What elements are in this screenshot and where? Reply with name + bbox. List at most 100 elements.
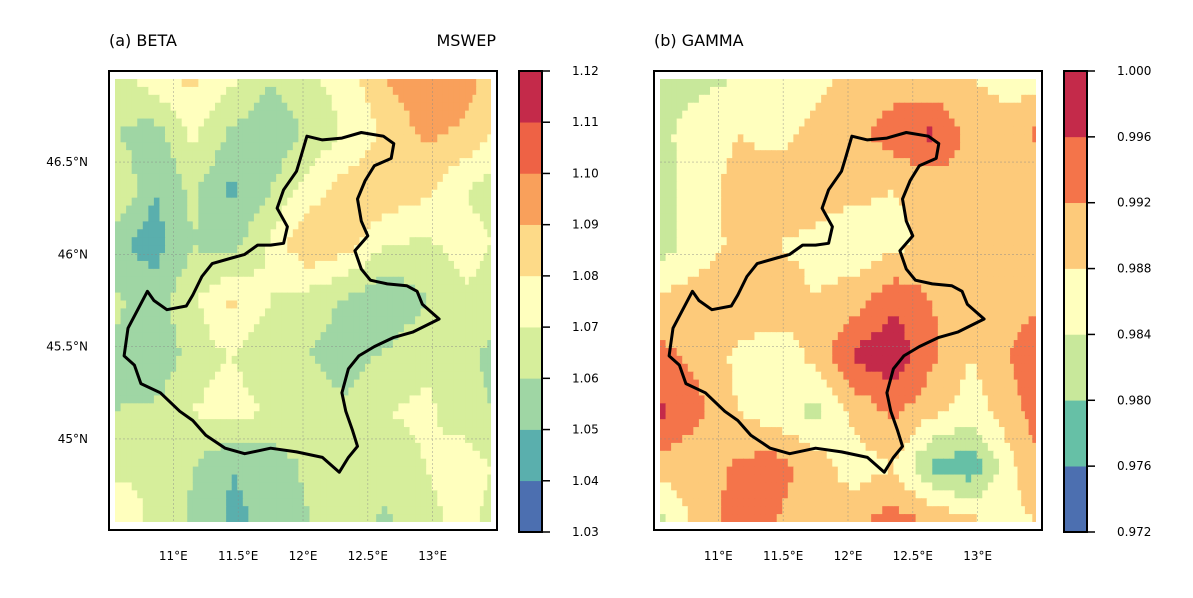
heatmap-cell: [409, 514, 416, 522]
heatmap-cell: [843, 142, 850, 151]
heatmap-cell: [442, 395, 449, 404]
heatmap-cell: [170, 102, 177, 112]
heatmap-cell: [476, 134, 481, 143]
heatmap-cell: [142, 197, 149, 207]
heatmap-cell: [660, 110, 667, 120]
heatmap-cell: [148, 316, 155, 325]
heatmap-cell: [259, 482, 266, 491]
heatmap-cell: [483, 245, 488, 254]
heatmap-cell: [459, 126, 466, 135]
heatmap-cell: [287, 213, 294, 222]
heatmap-cell: [187, 118, 194, 128]
heatmap-cell: [392, 458, 399, 468]
heatmap-cell: [115, 142, 122, 151]
heatmap-cell: [476, 173, 481, 183]
heatmap-cell: [248, 458, 255, 468]
heatmap-cell: [442, 205, 449, 215]
heatmap-cell: [153, 371, 161, 381]
heatmap-cell: [943, 142, 950, 151]
heatmap-cell: [943, 158, 950, 167]
heatmap-cell: [437, 229, 444, 238]
heatmap-cell: [837, 79, 844, 88]
heatmap-cell: [187, 427, 194, 436]
heatmap-cell: [159, 134, 166, 143]
heatmap-cell: [476, 411, 481, 420]
heatmap-cell: [176, 332, 183, 341]
heatmap-cell: [315, 316, 322, 325]
heatmap-cell: [120, 514, 127, 522]
heatmap-cell: [826, 79, 833, 88]
heatmap-cell: [465, 403, 470, 412]
heatmap-cell: [198, 379, 205, 389]
heatmap-cell: [437, 173, 444, 183]
heatmap-cell: [476, 276, 481, 286]
heatmap-cell: [148, 253, 155, 262]
heatmap-cell: [437, 102, 444, 112]
heatmap-cell: [693, 142, 700, 151]
heatmap-cell: [476, 245, 481, 254]
heatmap-cell: [409, 292, 416, 302]
heatmap-cell: [315, 166, 322, 175]
heatmap-cell: [437, 506, 444, 515]
heatmap-cell: [298, 363, 305, 373]
heatmap-cell: [309, 79, 316, 88]
heatmap-cell: [309, 498, 316, 507]
heatmap-cell: [1010, 118, 1015, 128]
heatmap-cell: [420, 340, 427, 349]
heatmap-cell: [142, 482, 149, 491]
heatmap-cell: [472, 229, 477, 238]
heatmap-cell: [170, 166, 177, 175]
heatmap-cell: [804, 94, 811, 104]
heatmap-cell: [882, 150, 889, 159]
heatmap-cell: [1010, 158, 1015, 167]
heatmap-cell: [309, 482, 316, 491]
heatmap-cell: [398, 102, 405, 112]
heatmap-cell: [120, 292, 127, 302]
heatmap-cell: [159, 284, 166, 294]
heatmap-cell: [248, 253, 255, 262]
heatmap-cell: [448, 332, 455, 341]
heatmap-cell: [431, 229, 438, 238]
heatmap-cell: [370, 134, 377, 143]
heatmap-cell: [220, 427, 227, 436]
heatmap-cell: [215, 300, 222, 310]
heatmap-cell: [926, 110, 933, 120]
colorbar-swatch: [519, 327, 542, 379]
heatmap-cell: [459, 514, 466, 522]
heatmap-cell: [198, 126, 205, 135]
heatmap-cell: [176, 379, 183, 389]
heatmap-cell: [468, 86, 474, 96]
heatmap-cell: [798, 102, 806, 112]
heatmap-cell: [898, 86, 906, 96]
heatmap-cell: [131, 237, 138, 246]
heatmap-cell: [887, 173, 894, 183]
heatmap-cell: [170, 419, 177, 428]
heatmap-cell: [120, 442, 127, 452]
heatmap-cell: [448, 316, 455, 325]
heatmap-cell: [231, 268, 238, 278]
heatmap-cell: [309, 395, 316, 404]
heatmap-cell: [682, 213, 689, 222]
heatmap-cell: [176, 442, 183, 452]
heatmap-cell: [203, 411, 211, 420]
heatmap-cell: [748, 166, 756, 175]
heatmap-cell: [326, 181, 333, 191]
heatmap-cell: [192, 355, 199, 365]
heatmap-cell: [348, 86, 355, 96]
heatmap-cell: [320, 150, 327, 159]
heatmap-cell: [170, 308, 177, 317]
heatmap-cell: [226, 292, 233, 302]
heatmap-cell: [821, 110, 828, 120]
heatmap-cell: [137, 482, 144, 491]
heatmap-cell: [437, 427, 444, 436]
heatmap-cell: [203, 371, 211, 381]
heatmap-cell: [198, 150, 205, 159]
heatmap-cell: [142, 347, 149, 357]
heatmap-cell: [148, 332, 155, 341]
heatmap-cell: [203, 86, 211, 96]
heatmap-cell: [409, 213, 416, 222]
heatmap-cell: [760, 181, 767, 191]
heatmap-cell: [298, 181, 305, 191]
heatmap-cell: [387, 213, 394, 222]
heatmap-cell: [472, 427, 477, 436]
